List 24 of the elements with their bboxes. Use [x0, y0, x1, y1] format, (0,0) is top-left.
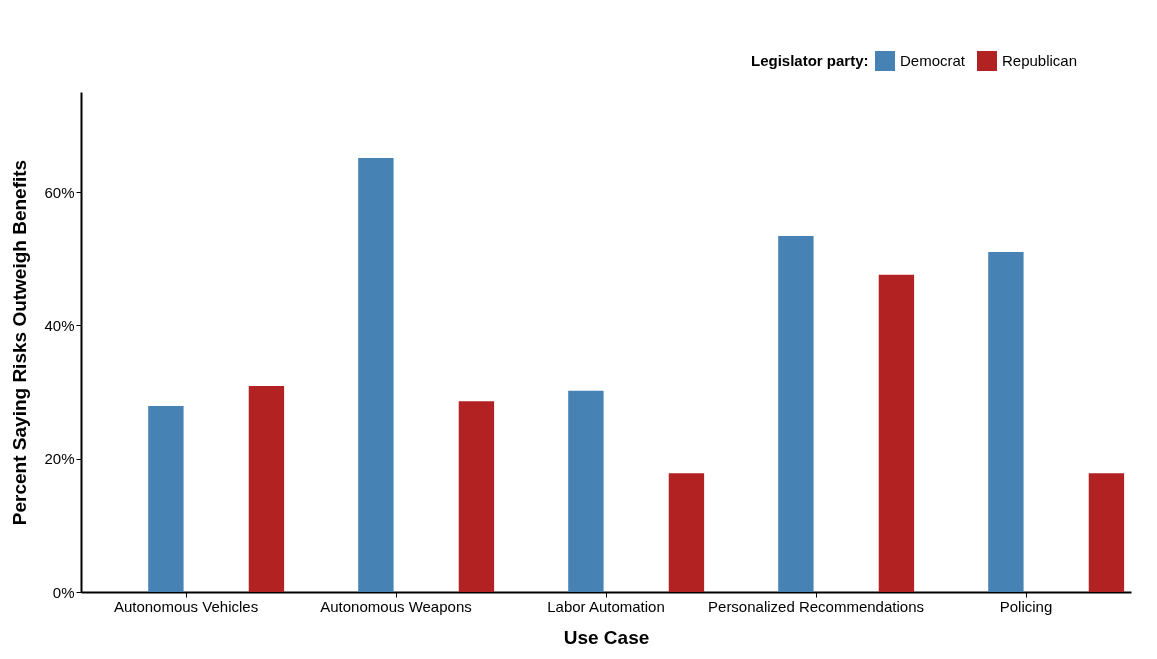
bar — [878, 274, 915, 592]
bar — [248, 386, 285, 592]
bar — [148, 406, 184, 592]
x-tick-label: Personalized Recommendations — [708, 597, 924, 615]
bar — [1088, 473, 1125, 592]
bar — [458, 401, 495, 592]
legend-title: Legislator party: — [751, 52, 869, 69]
legend-label: Republican — [1002, 52, 1078, 69]
y-tick-label: 20% — [44, 450, 75, 468]
y-tick-label: 40% — [44, 316, 75, 334]
x-tick-label: Policing — [999, 597, 1053, 615]
x-tick-label: Autonomous Vehicles — [113, 597, 259, 615]
bar — [358, 158, 394, 592]
x-tick-label: Autonomous Weapons — [320, 597, 472, 615]
legend-label: Democrat — [900, 52, 966, 69]
bar — [568, 390, 604, 592]
bar — [668, 473, 705, 592]
y-tick-label: 0% — [52, 583, 75, 601]
bar — [988, 252, 1024, 592]
bar — [778, 236, 814, 592]
y-tick-label: 60% — [44, 183, 75, 201]
x-tick-label: Labor Automation — [547, 597, 665, 615]
x-axis-title: Use Case — [563, 626, 650, 648]
y-axis-title: Percent Saying Risks Outweigh Benefits — [9, 159, 31, 526]
